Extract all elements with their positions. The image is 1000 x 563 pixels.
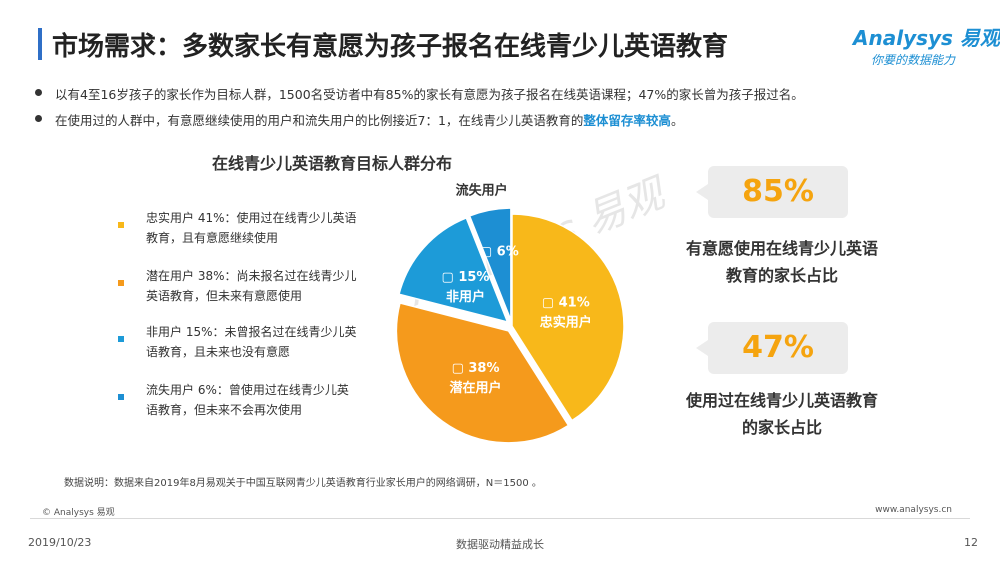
legend-swatch-lost <box>118 394 124 400</box>
pie-name-label-3: 非用户 <box>446 289 485 305</box>
chart-title: 在线青少儿英语教育目标人群分布 <box>212 154 453 173</box>
bullet-2-text: 在使用过的人群中，有意愿继续使用的用户和流失用户的比例接近7：1，在线青少儿英语… <box>55 113 584 128</box>
page-number: 12 <box>964 536 978 549</box>
legend-swatch-non-user <box>118 336 124 342</box>
bullet-2-highlight: 整体留存率较高 <box>583 113 671 128</box>
website-link[interactable]: www.analysys.cn <box>875 505 952 515</box>
legend-item-loyal: 忠实用户 41%：使用过在线青少儿英语教育，且有意愿继续使用 <box>118 208 358 248</box>
pie-slice-2 <box>395 302 570 444</box>
pie-name-label-2: 潜在用户 <box>450 380 502 396</box>
legend-item-potential: 潜在用户 38%：尚未报名过在线青少儿英语教育，但未来有意愿使用 <box>118 266 358 306</box>
bullet-2: 在使用过的人群中，有意愿继续使用的用户和流失用户的比例接近7：1，在线青少儿英语… <box>34 110 684 129</box>
logo-sub-text: 你要的数据能力 <box>871 53 956 67</box>
bullet-1: 以有4至16岁孩子的家长作为目标人群，1500名受访者中有85%的家长有意愿为孩… <box>35 84 804 103</box>
legend-text-lost: 流失用户 6%：曾使用过在线青少儿英语教育，但未来不会再次使用 <box>146 383 349 417</box>
legend-item-lost: 流失用户 6%：曾使用过在线青少儿英语教育，但未来不会再次使用 <box>118 380 358 420</box>
stat-desc-85: 有意愿使用在线青少儿英语教育的家长占比 <box>685 239 878 285</box>
pie-pct-label-3: ▢ 15% <box>442 270 490 285</box>
pie-pct-label-1: ▢ 41% <box>542 295 590 310</box>
data-note: 数据说明：数据来自2019年8月易观关于中国互联网青少儿英语教育行业家长用户的网… <box>64 478 542 489</box>
legend-text-non-user: 非用户 15%：未曾报名过在线青少儿英语教育，且未来也没有意愿 <box>146 325 357 359</box>
legend-text-loyal: 忠实用户 41%：使用过在线青少儿英语教育，且有意愿继续使用 <box>146 211 357 245</box>
footer-slogan: 数据驱动精益成长 <box>456 538 544 551</box>
stat-bubble-85: 85% <box>696 166 848 218</box>
stat-bubble-47: 47% <box>696 322 848 374</box>
pie-slice-3 <box>398 216 509 324</box>
footer-date: 2019/10/23 <box>28 536 92 549</box>
page-title: 市场需求：多数家长有意愿为孩子报名在线青少儿英语教育 <box>52 32 729 62</box>
pie-slice-1 <box>511 213 625 422</box>
bullet-2-end: 。 <box>670 113 684 128</box>
legend-text-potential: 潜在用户 38%：尚未报名过在线青少儿英语教育，但未来有意愿使用 <box>146 269 357 303</box>
legend-swatch-potential <box>118 280 124 286</box>
pie-pct-label-2: ▢ 38% <box>452 361 500 376</box>
copyright: © Analysys 易观 <box>42 508 115 518</box>
legend-swatch-loyal <box>118 222 124 228</box>
title-accent-bar <box>38 28 42 60</box>
pie-name-label-1: 忠实用户 <box>540 314 592 330</box>
pie-name-label-4: 流失用户 <box>456 182 508 198</box>
stat-desc-47: 使用过在线青少儿英语教育的家长占比 <box>685 391 878 437</box>
footer-divider <box>30 518 970 519</box>
pie-slice-4 <box>468 207 512 321</box>
pie-pct-label-4: ▢ 6% <box>480 245 519 260</box>
legend-item-non-user: 非用户 15%：未曾报名过在线青少儿英语教育，且未来也没有意愿 <box>118 322 358 362</box>
